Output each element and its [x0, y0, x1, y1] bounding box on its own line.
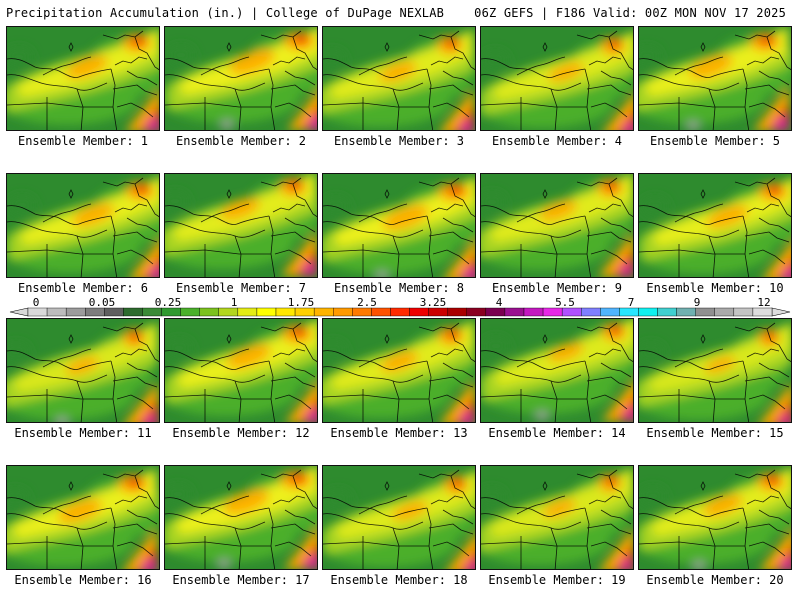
colorbar-swatch: [352, 307, 372, 317]
ensemble-member-label: Ensemble Member: 16: [14, 573, 152, 587]
map-title: Precipitation Accumulation (in.) | Colle…: [6, 6, 445, 20]
colorbar-swatch: [581, 307, 601, 317]
colorbar-swatch: [65, 307, 86, 317]
ensemble-member-label: Ensemble Member: 3: [333, 134, 465, 148]
colorbar-swatch: [600, 307, 620, 317]
ensemble-member-map: [480, 465, 634, 570]
colorbar-swatch: [504, 307, 525, 317]
colorbar-tick-label: 1.75: [288, 296, 315, 309]
ensemble-member-map: [6, 465, 160, 570]
colorbar-swatch: [752, 307, 773, 317]
colorbar-swatch: [123, 307, 143, 317]
ensemble-member-map: [480, 318, 634, 423]
colorbar-swatch: [523, 307, 544, 317]
colorbar-swatch: [390, 307, 410, 317]
colorbar-tick-label: 5.5: [555, 296, 575, 309]
colorbar-swatch: [294, 307, 315, 317]
ensemble-member-label: Ensemble Member: 8: [333, 281, 465, 295]
ensemble-member-map: [164, 465, 318, 570]
colorbar-swatch: [275, 307, 296, 317]
precip-colorbar: 0 0.05 0.25 1 1.75 2.5 3.25 4 5.5 7 9 12: [9, 296, 791, 317]
ensemble-member-label: Ensemble Member: 7: [175, 281, 307, 295]
ensemble-member-map: [638, 465, 792, 570]
ensemble-member-map: [480, 26, 634, 131]
colorbar-swatch: [237, 307, 258, 317]
ensemble-member-label: Ensemble Member: 10: [646, 281, 784, 295]
ensemble-member-label: Ensemble Member: 14: [488, 426, 626, 440]
colorbar-swatch: [619, 307, 639, 317]
colorbar-swatch: [333, 307, 353, 317]
colorbar-min-arrow: [9, 307, 29, 317]
colorbar-swatch: [85, 307, 105, 317]
colorbar-swatch: [714, 307, 735, 317]
colorbar-swatch: [733, 307, 754, 317]
ensemble-member-map: [322, 465, 476, 570]
ensemble-member-label: Ensemble Member: 15: [646, 426, 784, 440]
colorbar-swatch: [27, 307, 48, 317]
colorbar-swatch: [409, 307, 429, 317]
ensemble-member-map: [638, 173, 792, 278]
colorbar-swatch: [180, 307, 200, 317]
ensemble-member-label: Ensemble Member: 18: [330, 573, 468, 587]
ensemble-member-label: Ensemble Member: 1: [17, 134, 149, 148]
colorbar-swatch: [104, 307, 124, 317]
colorbar-swatch: [199, 307, 219, 317]
colorbar-swatch: [142, 307, 162, 317]
ensemble-member-label: Ensemble Member: 9: [491, 281, 623, 295]
colorbar-tick-label: 1: [231, 296, 238, 309]
ensemble-member-map: [322, 318, 476, 423]
colorbar-swatch: [638, 307, 658, 317]
colorbar-swatch: [542, 307, 563, 317]
ensemble-member-label: Ensemble Member: 19: [488, 573, 626, 587]
colorbar-tick-label: 9: [694, 296, 701, 309]
colorbar-swatch: [485, 307, 506, 317]
colorbar-swatch: [161, 307, 181, 317]
run-info: 06Z GEFS | F186 Valid: 00Z MON NOV 17 20…: [474, 6, 786, 20]
colorbar-tick-label: 12: [757, 296, 770, 309]
colorbar-swatch: [657, 307, 677, 317]
colorbar-tick-label: 0.25: [155, 296, 182, 309]
ensemble-member-label: Ensemble Member: 13: [330, 426, 468, 440]
colorbar-max-arrow: [771, 307, 791, 317]
colorbar-swatch: [313, 307, 334, 317]
ensemble-member-map: [480, 173, 634, 278]
colorbar-swatch: [466, 307, 487, 317]
ensemble-member-map: [164, 173, 318, 278]
ensemble-member-label: Ensemble Member: 12: [172, 426, 310, 440]
colorbar-tick-label: 0.05: [89, 296, 116, 309]
ensemble-member-map: [638, 26, 792, 131]
ensemble-member-map: [6, 318, 160, 423]
colorbar-tick-label: 7: [628, 296, 635, 309]
colorbar-swatch: [561, 307, 582, 317]
colorbar-swatch: [218, 307, 239, 317]
ensemble-member-label: Ensemble Member: 11: [14, 426, 152, 440]
colorbar-tick-label: 4: [496, 296, 503, 309]
colorbar-swatch: [428, 307, 448, 317]
ensemble-member-label: Ensemble Member: 17: [172, 573, 310, 587]
colorbar-tick-label: 2.5: [357, 296, 377, 309]
ensemble-member-map: [322, 173, 476, 278]
ensemble-member-map: [164, 318, 318, 423]
ensemble-member-map: [6, 173, 160, 278]
ensemble-member-label: Ensemble Member: 4: [491, 134, 623, 148]
ensemble-member-map: [638, 318, 792, 423]
colorbar-tick-label: 0: [33, 296, 40, 309]
ensemble-member-map: [322, 26, 476, 131]
ensemble-member-map: [6, 26, 160, 131]
ensemble-member-label: Ensemble Member: 20: [646, 573, 784, 587]
colorbar-swatch: [447, 307, 467, 317]
ensemble-member-map: [164, 26, 318, 131]
ensemble-member-label: Ensemble Member: 5: [649, 134, 781, 148]
colorbar-swatch: [676, 307, 696, 317]
colorbar-swatch: [46, 307, 67, 317]
colorbar-swatch: [695, 307, 715, 317]
ensemble-member-label: Ensemble Member: 6: [17, 281, 149, 295]
colorbar-tick-label: 3.25: [420, 296, 447, 309]
colorbar-swatch: [371, 307, 391, 317]
ensemble-member-label: Ensemble Member: 2: [175, 134, 307, 148]
colorbar-swatch: [256, 307, 277, 317]
